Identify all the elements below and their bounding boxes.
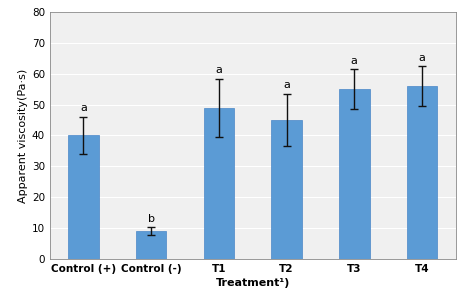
Text: a: a (215, 65, 222, 75)
Text: a: a (282, 80, 289, 90)
Text: b: b (147, 213, 154, 223)
Bar (338, 89, 369, 259)
Bar (136, 231, 166, 259)
Bar (203, 108, 234, 259)
Text: a: a (350, 56, 357, 66)
Y-axis label: Apparent viscosity(Pa·s): Apparent viscosity(Pa·s) (18, 68, 28, 202)
Text: a: a (418, 52, 425, 62)
Bar (406, 86, 436, 259)
Text: a: a (80, 103, 87, 113)
X-axis label: Treatment¹): Treatment¹) (215, 278, 289, 288)
Bar (271, 120, 301, 259)
Bar (68, 136, 99, 259)
